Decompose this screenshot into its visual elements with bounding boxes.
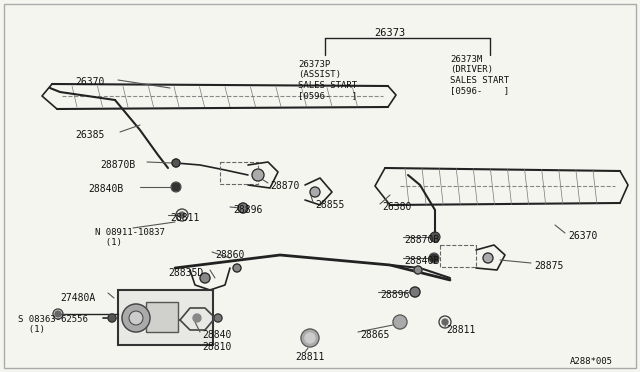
Circle shape xyxy=(214,314,222,322)
Text: 28840B: 28840B xyxy=(404,256,439,266)
Circle shape xyxy=(305,333,315,343)
Text: 28811: 28811 xyxy=(170,213,200,223)
Circle shape xyxy=(233,264,241,272)
Text: 28840: 28840 xyxy=(202,330,232,340)
Circle shape xyxy=(172,183,180,191)
Bar xyxy=(440,245,476,267)
Text: 26373: 26373 xyxy=(374,28,406,38)
Text: 28835D: 28835D xyxy=(168,268,204,278)
Text: 28870B: 28870B xyxy=(404,235,439,245)
Circle shape xyxy=(252,169,264,181)
Circle shape xyxy=(172,159,180,167)
Circle shape xyxy=(442,319,448,325)
Text: 28811: 28811 xyxy=(446,325,476,335)
Text: 28840B: 28840B xyxy=(88,184,124,194)
Text: 28870B: 28870B xyxy=(100,160,135,170)
Circle shape xyxy=(310,187,320,197)
Text: 26380: 26380 xyxy=(382,202,412,212)
Text: 26370: 26370 xyxy=(568,231,597,241)
Circle shape xyxy=(122,304,150,332)
Circle shape xyxy=(430,254,438,262)
Circle shape xyxy=(238,203,248,213)
Text: S 08363-62556
  (1): S 08363-62556 (1) xyxy=(18,315,88,334)
Text: 28896: 28896 xyxy=(380,290,410,300)
Bar xyxy=(118,290,213,345)
Text: 26385: 26385 xyxy=(75,130,104,140)
Circle shape xyxy=(410,287,420,297)
Text: 28811: 28811 xyxy=(295,352,324,362)
Circle shape xyxy=(129,311,143,325)
Circle shape xyxy=(301,329,319,347)
Text: 28896: 28896 xyxy=(233,205,262,215)
Circle shape xyxy=(431,233,439,241)
Text: 28875: 28875 xyxy=(534,261,563,271)
Text: 28855: 28855 xyxy=(315,200,344,210)
Bar xyxy=(220,162,258,184)
Text: 28870: 28870 xyxy=(270,181,300,191)
Circle shape xyxy=(108,314,116,322)
Text: 26370: 26370 xyxy=(75,77,104,87)
Text: 27480A: 27480A xyxy=(60,293,95,303)
Circle shape xyxy=(414,266,422,274)
Circle shape xyxy=(179,212,185,218)
Circle shape xyxy=(483,253,493,263)
Circle shape xyxy=(193,314,201,322)
Circle shape xyxy=(200,273,210,283)
Text: 28810: 28810 xyxy=(202,342,232,352)
Circle shape xyxy=(55,311,61,317)
Text: N 08911-10837
  (1): N 08911-10837 (1) xyxy=(95,228,165,247)
Circle shape xyxy=(393,315,407,329)
Text: 28865: 28865 xyxy=(360,330,389,340)
Text: 26373M
(DRIVER)
SALES START
[0596-    ]: 26373M (DRIVER) SALES START [0596- ] xyxy=(450,55,509,95)
Text: 26373P
(ASSIST)
SALES START
[0596-    ]: 26373P (ASSIST) SALES START [0596- ] xyxy=(298,60,357,100)
Text: A288*005: A288*005 xyxy=(570,357,613,366)
Text: 28860: 28860 xyxy=(215,250,244,260)
Bar xyxy=(146,302,178,332)
